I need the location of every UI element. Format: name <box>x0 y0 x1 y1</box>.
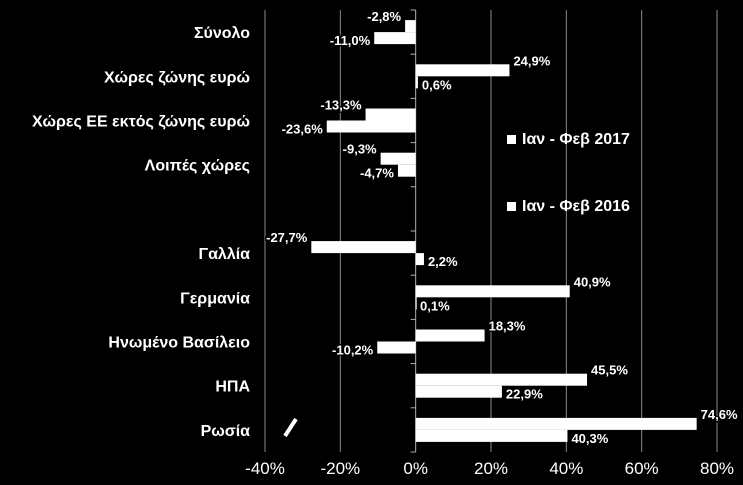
bar-2017 <box>415 373 588 386</box>
category-label: Γαλλία <box>198 246 250 263</box>
category-label: Λοιπές χώρες <box>145 158 250 175</box>
bar-2016 <box>415 76 418 89</box>
bar-2017 <box>365 108 416 121</box>
diagonal-mark <box>283 417 298 438</box>
bar-2016 <box>415 385 502 398</box>
bar-2016 <box>397 164 416 177</box>
category-labels: Σύνολο Χώρες ζώνης ευρώ Χώρες ΕΕ εκτός ζών… <box>32 25 250 440</box>
category-label: Χώρες ΕΕ εκτός ζώνης ευρώ <box>32 114 250 131</box>
data-label: -27,7% <box>266 230 308 245</box>
bar-2017 <box>415 329 485 342</box>
bar-2017 <box>380 152 416 165</box>
bar-2016 <box>374 32 416 45</box>
data-label: -2,8% <box>367 9 401 24</box>
data-label: 40,9% <box>574 274 611 289</box>
data-label: -9,3% <box>343 142 377 157</box>
data-label: 40,3% <box>571 431 608 446</box>
data-label: -23,6% <box>282 122 324 137</box>
x-tick-label: 80% <box>700 459 734 478</box>
data-label: 24,9% <box>513 53 550 68</box>
x-tick-label: -40% <box>245 459 285 478</box>
legend: Ιαν - Φεβ 2017 Ιαν - Φεβ 2016 <box>507 131 630 215</box>
data-label: 0,6% <box>422 77 452 92</box>
category-label: ΗΠΑ <box>215 379 250 396</box>
x-axis-ticks: -40% -20% 0% 20% 40% 60% 80% <box>245 459 734 478</box>
bar-2016 <box>377 341 416 354</box>
data-label: 45,5% <box>591 363 628 378</box>
data-label: -13,3% <box>320 98 362 113</box>
category-label: Σύνολο <box>194 25 250 42</box>
bar-2017 <box>415 417 697 430</box>
legend-swatch <box>507 202 516 211</box>
data-label: 0,1% <box>420 298 450 313</box>
bars <box>311 20 697 442</box>
bar-2017 <box>415 285 570 298</box>
data-label: 18,3% <box>489 319 526 334</box>
bar-2017 <box>415 64 510 77</box>
data-label: 22,9% <box>506 387 543 402</box>
bar-2016 <box>415 429 568 442</box>
category-label: Γερμανία <box>180 290 250 307</box>
legend-label: Ιαν - Φεβ 2017 <box>522 131 630 148</box>
category-label: Ρωσία <box>201 423 251 440</box>
legend-label: Ιαν - Φεβ 2016 <box>522 198 630 215</box>
category-label: Ηνωμένο Βασίλειο <box>108 335 250 352</box>
x-tick-label: -20% <box>320 459 360 478</box>
bar-2016 <box>415 253 424 266</box>
bar-2016 <box>415 297 417 310</box>
bar-2017 <box>311 241 416 254</box>
x-tick-label: 0% <box>403 459 428 478</box>
category-label: Χώρες ζώνης ευρώ <box>104 69 250 86</box>
bar-2017 <box>405 20 416 33</box>
data-label: 74,6% <box>701 407 738 422</box>
bar-2016 <box>326 120 416 133</box>
x-tick-label: 60% <box>625 459 659 478</box>
data-label: -11,0% <box>330 33 371 48</box>
data-label: -10,2% <box>332 343 374 358</box>
data-labels: -2,8% -11,0% 24,9% 0,6% -13,3% -23,6% -9,3% -4,… <box>265 8 740 448</box>
x-tick-label: 40% <box>549 459 583 478</box>
data-label: 2,2% <box>428 254 458 269</box>
legend-swatch <box>507 135 516 144</box>
data-label: -4,7% <box>360 166 394 181</box>
x-tick-label: 20% <box>474 459 508 478</box>
